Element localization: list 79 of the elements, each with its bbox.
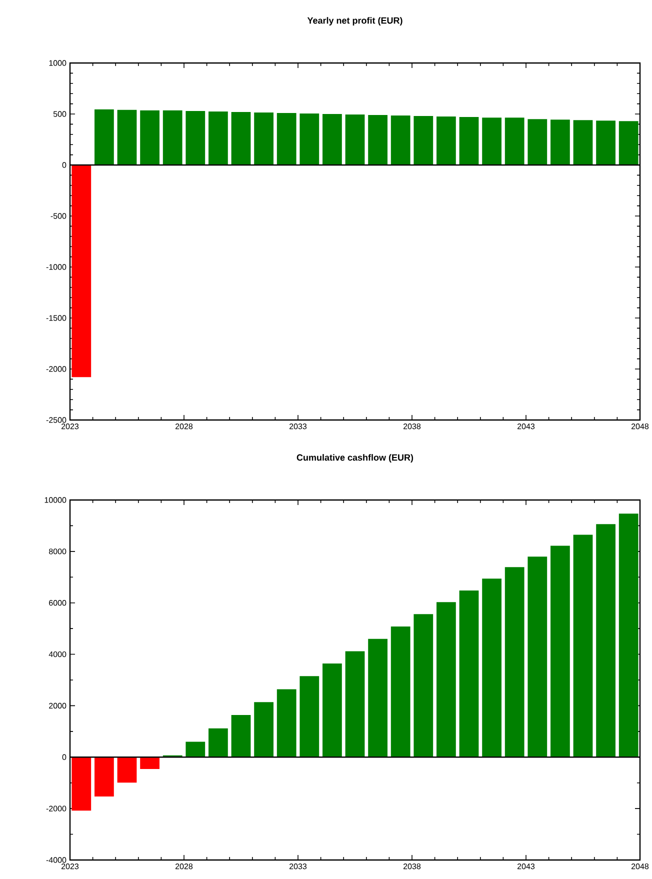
x-tick-label: 2023 (62, 424, 79, 430)
y-tick-label: 4000 (48, 651, 66, 658)
bar (94, 757, 114, 796)
chart-title: Cumulative cashflow (EUR) (296, 454, 414, 462)
bar (459, 117, 479, 165)
bar (254, 702, 274, 758)
y-tick-label: 2000 (49, 702, 66, 709)
bar (254, 112, 274, 165)
bar (322, 114, 342, 165)
y-tick-label: -2000 (46, 806, 66, 812)
bar (231, 714, 251, 758)
bar (390, 626, 410, 758)
bar (618, 121, 638, 165)
x-tick-label: 2028 (176, 424, 193, 430)
bar (186, 742, 206, 758)
bar (300, 113, 320, 165)
bar (436, 602, 456, 758)
bar (140, 110, 160, 165)
y-tick-label: -1500 (46, 315, 66, 321)
bar (414, 116, 434, 165)
bar (550, 546, 570, 758)
bar (94, 109, 114, 165)
x-tick-label: 2038 (404, 424, 421, 430)
y-tick-label: -2500 (46, 417, 66, 423)
bar (528, 556, 548, 758)
bar (368, 115, 388, 165)
bar (504, 567, 524, 758)
bar (596, 120, 616, 165)
bar (414, 614, 434, 758)
bar (345, 651, 365, 758)
bar (322, 664, 342, 758)
bar (162, 110, 182, 165)
bar (504, 118, 524, 165)
bar (276, 689, 296, 758)
x-tick-label: 2033 (290, 424, 307, 430)
x-tick-label: 2033 (290, 864, 307, 870)
bar (186, 110, 206, 165)
bar (368, 638, 388, 758)
bar (208, 111, 228, 165)
bar (618, 514, 638, 758)
bar (390, 116, 410, 165)
y-tick-label: -2000 (46, 366, 66, 372)
y-tick-label: 0 (62, 754, 66, 760)
bar (550, 120, 570, 165)
y-tick-label: -500 (50, 213, 66, 219)
bar (276, 112, 296, 165)
y-tick-label: 500 (53, 111, 66, 117)
bar (573, 534, 593, 758)
y-tick-label: -4000 (46, 857, 66, 863)
bar (117, 757, 137, 783)
chart-title: Yearly net profit (EUR) (307, 17, 402, 26)
y-tick-label: 10000 (44, 497, 66, 503)
x-tick-label: 2038 (404, 864, 421, 870)
y-tick-label: 6000 (49, 600, 66, 606)
bar (140, 757, 160, 769)
bar (436, 116, 456, 165)
y-tick-label: 1000 (49, 60, 66, 66)
y-tick-label: 8000 (49, 548, 66, 554)
x-tick-label: 2048 (632, 864, 649, 870)
x-tick-label: 2048 (632, 424, 649, 430)
bar (72, 165, 92, 378)
x-tick-label: 2043 (518, 424, 535, 430)
bar (72, 757, 92, 811)
bar (528, 119, 548, 165)
y-tick-label: 0 (62, 162, 66, 168)
bar (596, 524, 616, 758)
bar (300, 676, 320, 758)
bar (459, 590, 479, 758)
bar (231, 112, 251, 165)
y-tick-label: -1000 (46, 264, 66, 270)
bar (482, 118, 502, 165)
bar (573, 120, 593, 165)
bar (208, 728, 228, 758)
bar (117, 110, 137, 165)
bar (482, 578, 502, 758)
bar (345, 114, 365, 165)
x-tick-label: 2023 (62, 864, 79, 870)
x-tick-label: 2043 (518, 864, 535, 870)
x-tick-label: 2028 (176, 864, 193, 870)
